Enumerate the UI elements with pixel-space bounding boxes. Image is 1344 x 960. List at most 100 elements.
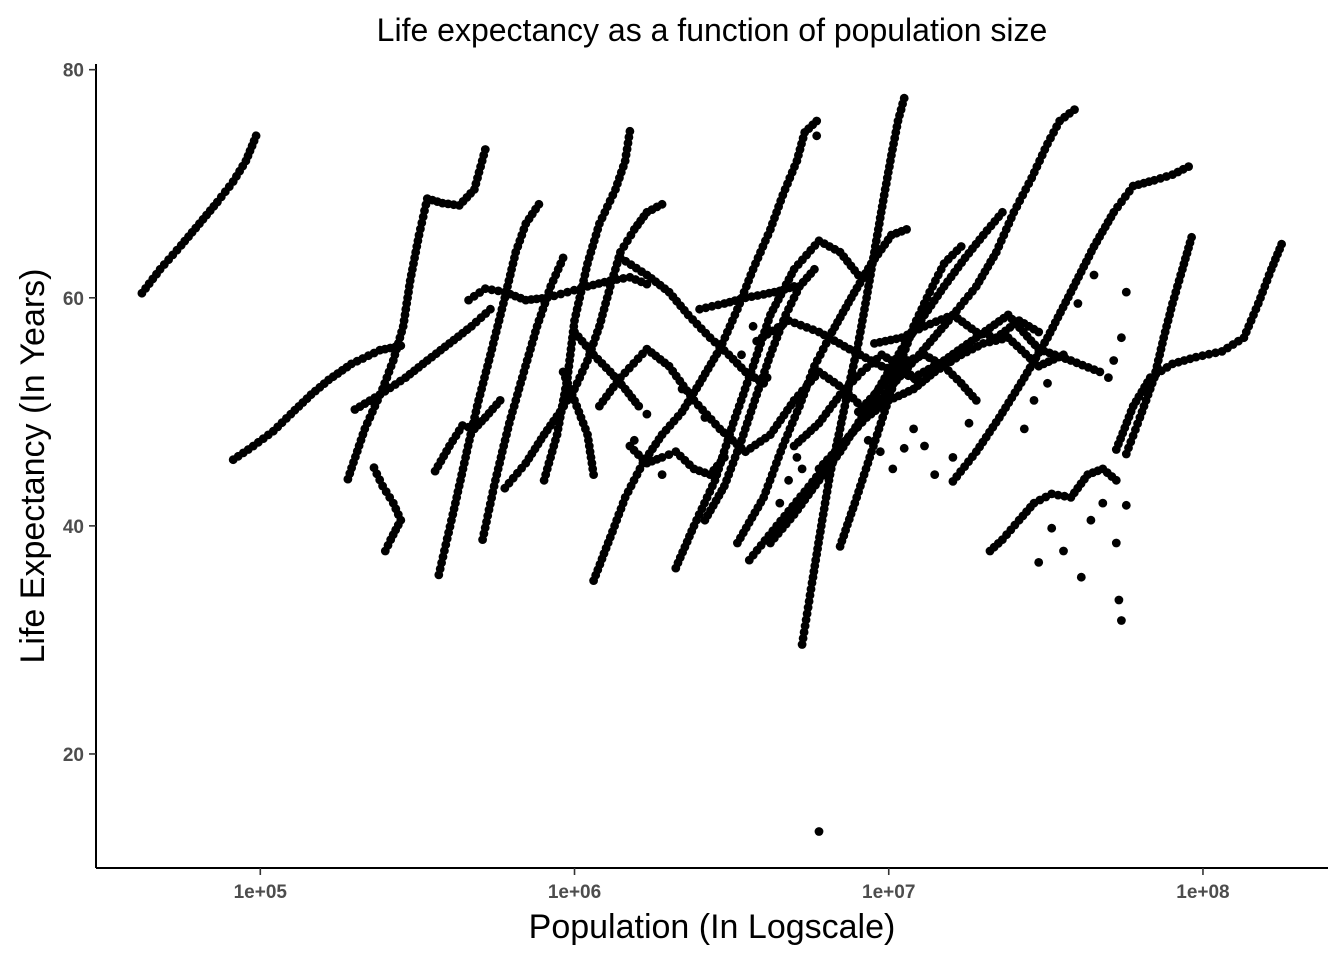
data-point-series-18 (902, 225, 911, 234)
data-point (909, 424, 918, 434)
data-point (762, 373, 772, 382)
data-point (1029, 396, 1039, 405)
data-point (1104, 373, 1113, 382)
data-point (814, 827, 824, 836)
data-point (805, 487, 814, 497)
data-point-series-24 (576, 283, 586, 293)
data-point-series-2 (480, 145, 490, 154)
data-point (964, 418, 974, 428)
data-point-series-17 (998, 207, 1007, 217)
data-point (737, 350, 746, 360)
data-point-series-25 (657, 453, 667, 462)
data-point (642, 409, 652, 419)
data-point-series-14 (1187, 232, 1196, 242)
data-point-series-24 (487, 285, 497, 295)
data-point-series-29 (1059, 350, 1068, 360)
ticks-layer: 1e+05 1e+06 1e+07 1e+08 20 40 60 80 (63, 61, 1230, 903)
data-point (1114, 595, 1124, 605)
data-point-series-24 (480, 284, 490, 294)
y-axis-title: Life Expectancy (In Years) (14, 268, 52, 663)
data-point-series-19 (810, 264, 819, 274)
data-point-series-25 (720, 453, 729, 462)
data-point-series-26 (978, 329, 988, 339)
data-point-series-13 (1277, 239, 1286, 249)
data-point (629, 435, 639, 445)
data-point (1109, 356, 1119, 365)
x-axis-title: Population (In Logscale) (529, 908, 896, 946)
data-point (863, 435, 873, 445)
data-point (700, 413, 710, 422)
data-point-series-24 (549, 291, 559, 301)
data-point-series-16 (1095, 367, 1105, 377)
x-tick-label: 1e+05 (234, 882, 288, 903)
y-tick-label: 40 (63, 517, 84, 538)
data-point-series-24 (618, 274, 628, 283)
data-point-series-24 (563, 287, 572, 297)
data-point-series-26 (971, 327, 981, 337)
data-point-series-6 (657, 199, 667, 209)
x-tick-label: 1e+07 (862, 882, 915, 903)
data-point (1076, 572, 1086, 582)
data-point (948, 453, 958, 462)
data-point (657, 470, 667, 479)
data-point (1043, 378, 1052, 388)
data-point (1111, 538, 1121, 548)
data-point-series-4 (534, 199, 544, 209)
data-point-series-26 (985, 331, 995, 341)
data-point (1117, 616, 1126, 625)
data-point-series-27 (495, 396, 505, 405)
data-point (1098, 498, 1108, 508)
data-point (775, 498, 785, 508)
data-point (1121, 500, 1131, 510)
data-point (1086, 515, 1096, 525)
data-point (1019, 424, 1029, 434)
data-point-series-7 (625, 126, 635, 136)
data-point-series-23 (789, 282, 799, 291)
data-point-series-26 (1034, 327, 1044, 337)
data-point (812, 131, 822, 141)
chart-title: Life expectancy as a function of populat… (377, 12, 1048, 48)
data-point-series-31 (971, 396, 981, 405)
data-point (1121, 287, 1131, 297)
x-tick-label: 1e+06 (548, 882, 601, 903)
data-point-series-24 (605, 276, 615, 286)
x-tick-label: 1e+08 (1176, 882, 1229, 903)
data-point-series-24 (543, 293, 552, 303)
data-point (1073, 299, 1083, 308)
data-point (784, 475, 793, 485)
points-layer (137, 93, 1286, 836)
data-point-series-20 (956, 242, 966, 251)
y-tick-label: 80 (63, 61, 84, 82)
data-point-series-28 (486, 304, 495, 314)
data-point (792, 453, 802, 462)
data-point-series-10 (899, 93, 909, 103)
data-point-series-30 (914, 378, 924, 388)
data-point-series-24 (493, 286, 503, 296)
data-point (920, 441, 929, 451)
data-point (797, 464, 807, 474)
data-point (1047, 523, 1057, 533)
data-point (1059, 546, 1068, 556)
data-point-series-25 (664, 450, 674, 459)
data-point (1034, 558, 1044, 567)
data-point (677, 384, 687, 394)
data-point-series-12 (1184, 162, 1193, 172)
data-point (875, 447, 885, 457)
data-point (930, 470, 940, 479)
data-point-series-33 (589, 470, 598, 479)
data-point (1089, 270, 1099, 280)
axes-layer (95, 64, 1328, 869)
data-point-series-24 (569, 285, 579, 295)
data-point-series-8 (812, 116, 822, 126)
data-point-series-24 (642, 279, 652, 289)
data-point (1117, 333, 1126, 343)
data-point-series-24 (612, 275, 622, 284)
data-point-series-32 (634, 401, 644, 411)
data-point (748, 321, 758, 331)
data-point (899, 443, 909, 453)
data-point-series-0 (251, 131, 261, 141)
y-tick-label: 60 (63, 289, 84, 310)
data-point-series-21 (1111, 475, 1121, 485)
